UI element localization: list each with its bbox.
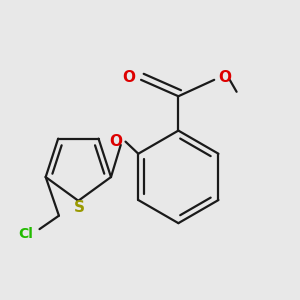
Text: O: O [109, 134, 122, 148]
Text: S: S [74, 200, 85, 215]
Text: Cl: Cl [19, 226, 34, 241]
Text: O: O [218, 70, 231, 85]
Text: O: O [123, 70, 136, 85]
